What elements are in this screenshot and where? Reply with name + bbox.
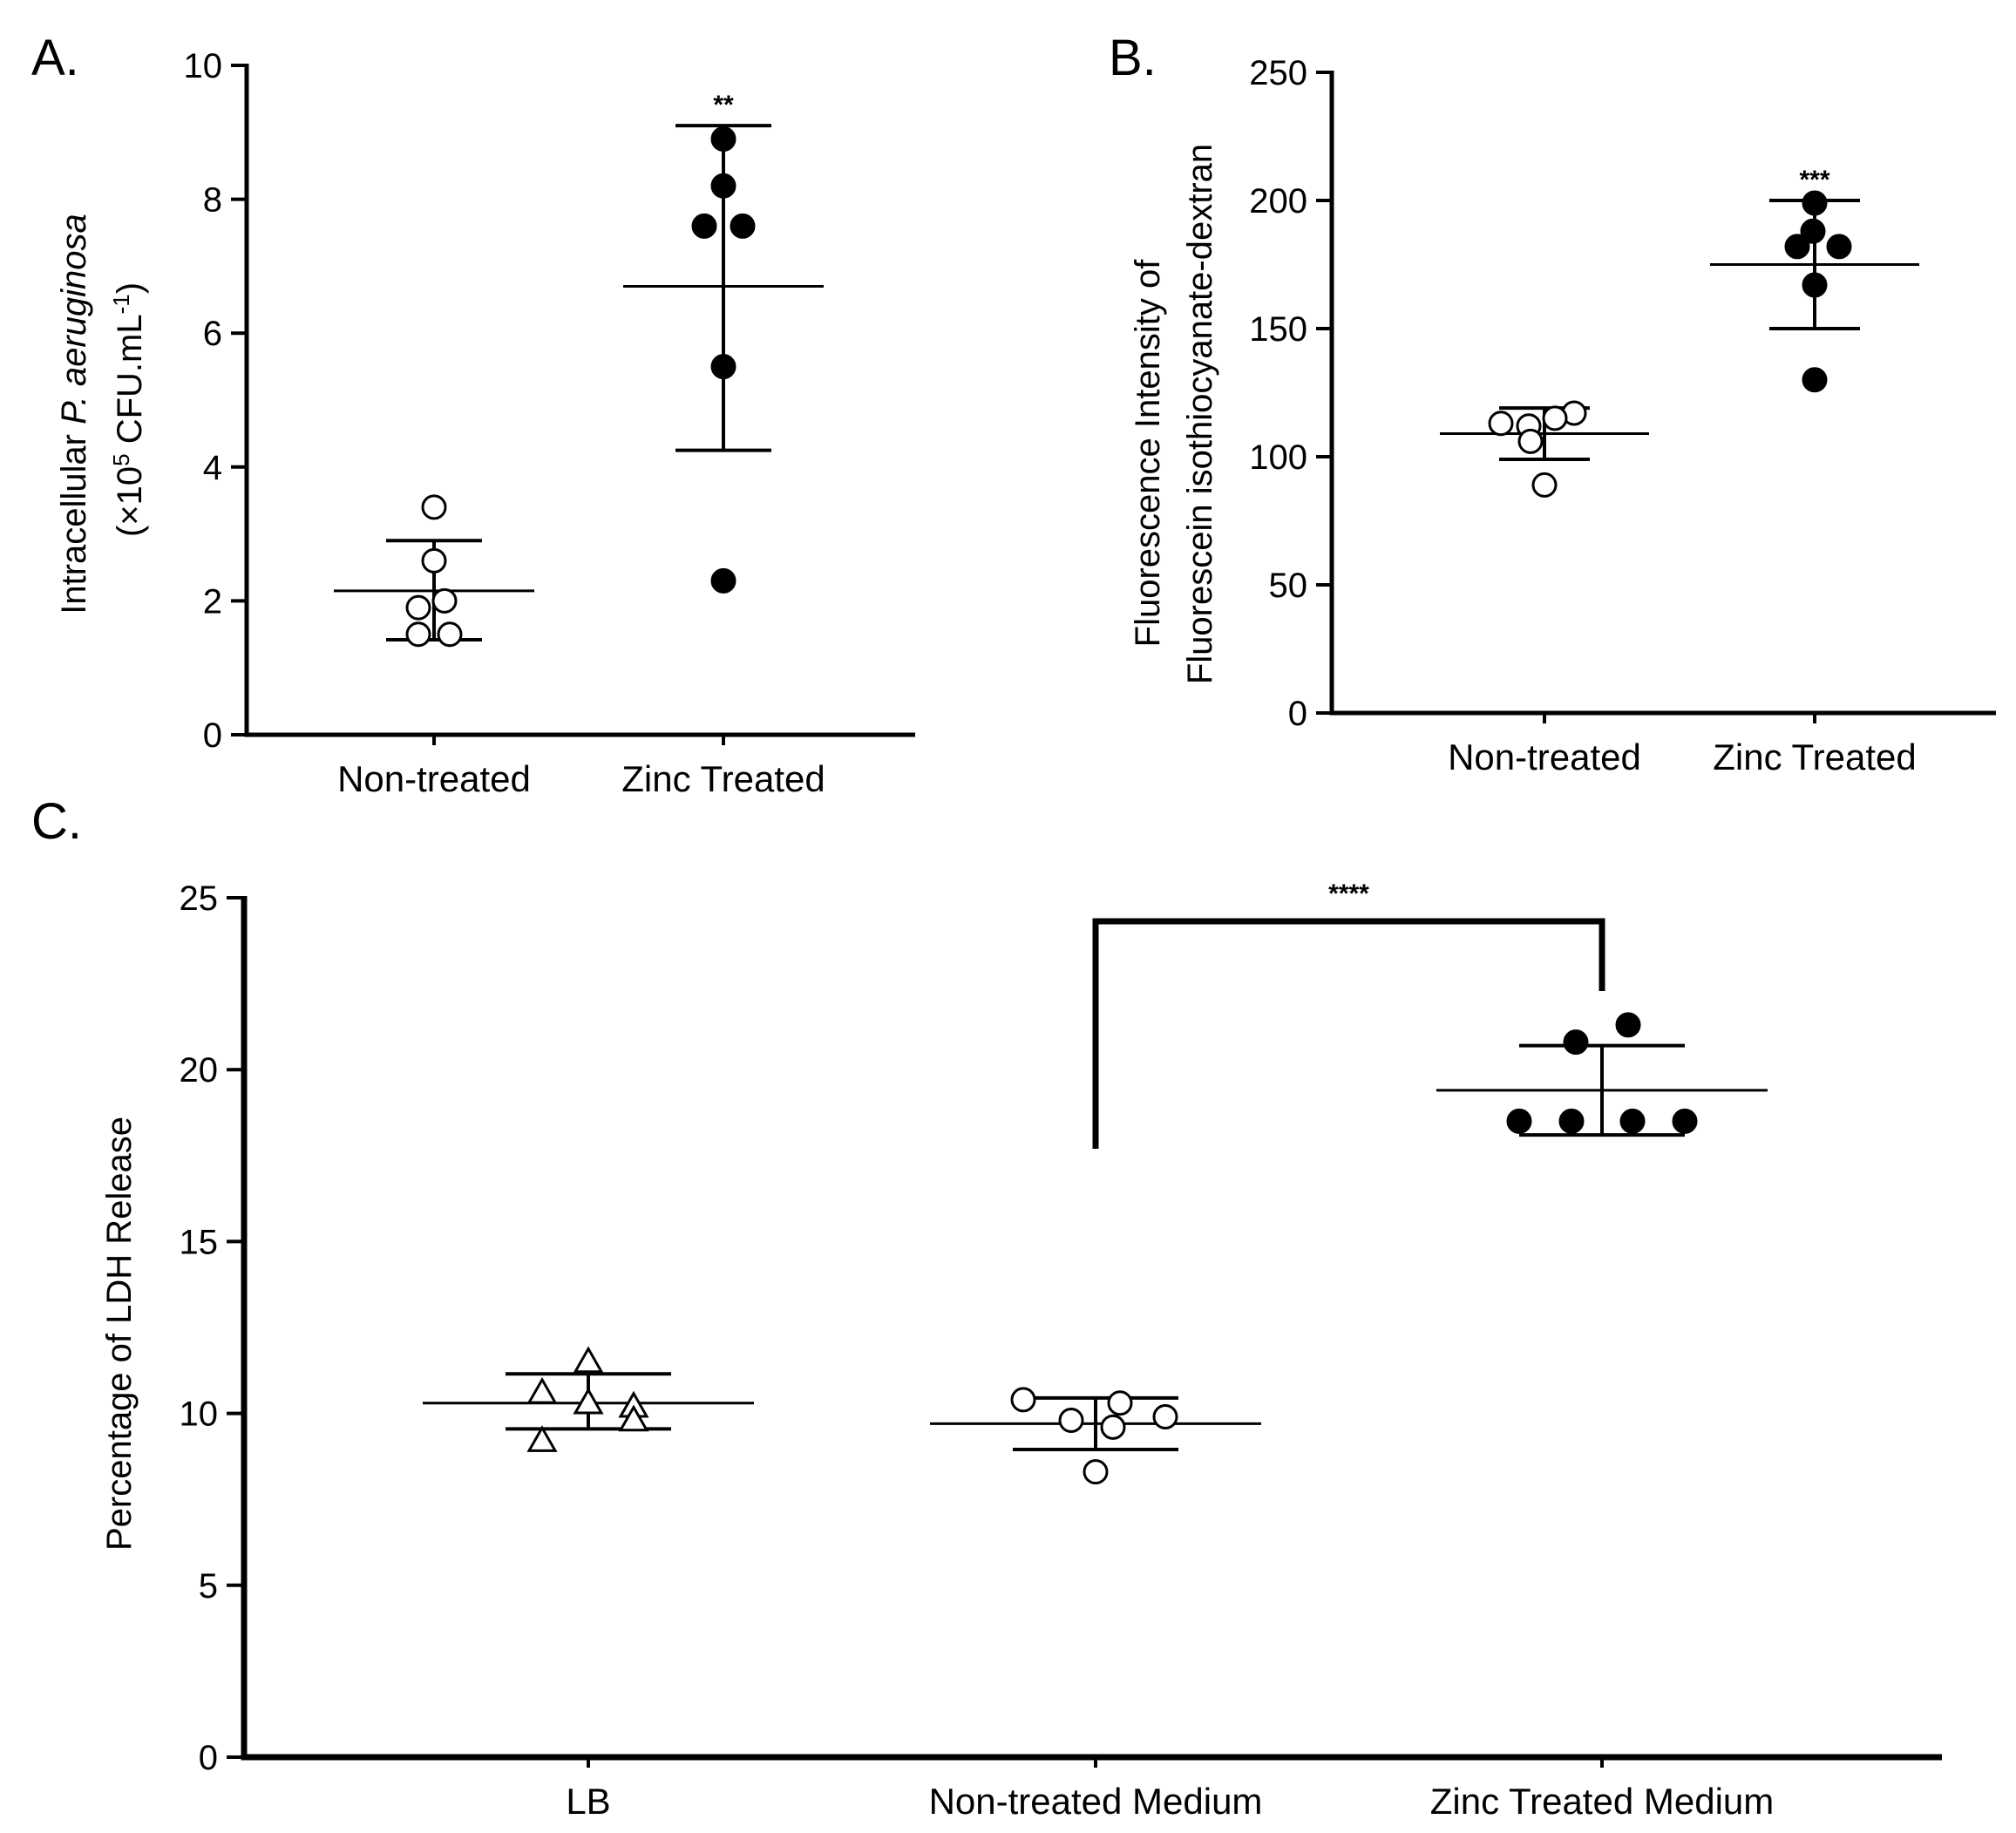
y-tick-label: 8 bbox=[203, 181, 222, 220]
y-tick-label: 10 bbox=[184, 47, 223, 85]
data-point bbox=[1100, 1414, 1126, 1440]
series-zinc-treated bbox=[623, 124, 824, 594]
series-zinc-treated bbox=[1710, 190, 1919, 393]
data-point bbox=[437, 621, 463, 648]
data-point bbox=[710, 567, 736, 594]
series-zinc-treated-medium bbox=[1436, 1012, 1768, 1137]
series-lb bbox=[423, 1346, 754, 1452]
data-point bbox=[1058, 1407, 1084, 1433]
data-point bbox=[526, 1376, 558, 1404]
y-tick-label: 0 bbox=[199, 1739, 218, 1777]
x-tick-label: Non-treated bbox=[337, 758, 531, 799]
y-tick-label: 15 bbox=[180, 1223, 219, 1261]
x-tick-label: Non-treated Medium bbox=[929, 1781, 1263, 1822]
panel-label-a: A. bbox=[31, 30, 79, 86]
data-point bbox=[1802, 190, 1828, 216]
data-point bbox=[1563, 1029, 1589, 1056]
significance-marker: **** bbox=[1328, 879, 1369, 908]
data-point bbox=[573, 1387, 604, 1415]
y-tick-label: 6 bbox=[203, 315, 222, 353]
y-tick-label: 0 bbox=[1288, 695, 1307, 733]
significance-marker: *** bbox=[1799, 166, 1829, 194]
data-point bbox=[730, 213, 756, 239]
data-point bbox=[573, 1346, 604, 1374]
data-point bbox=[421, 494, 447, 520]
data-point bbox=[1531, 472, 1558, 498]
y-tick-label: 200 bbox=[1249, 182, 1307, 221]
data-point bbox=[431, 587, 458, 614]
x-tick-label: Zinc Treated bbox=[1713, 737, 1916, 777]
x-tick-label: Zinc Treated Medium bbox=[1430, 1781, 1775, 1822]
y-axis-label-a-units: (×105 CFU.mL-1) bbox=[108, 282, 149, 537]
y-axis-label-b-line1: Fluorescence Intensity of bbox=[1129, 259, 1167, 648]
data-point bbox=[421, 547, 447, 574]
data-point bbox=[1826, 234, 1852, 260]
significance-marker: ** bbox=[713, 91, 734, 119]
data-point bbox=[405, 594, 431, 621]
data-point bbox=[1488, 411, 1514, 437]
significance-bracket bbox=[1092, 918, 1605, 1149]
y-tick-label: 250 bbox=[1249, 54, 1307, 92]
series-non-treated bbox=[1440, 400, 1649, 498]
y-tick-label: 2 bbox=[203, 582, 222, 621]
data-point bbox=[710, 126, 736, 152]
data-point bbox=[1152, 1404, 1178, 1430]
series-non-treated-medium bbox=[930, 1387, 1261, 1485]
data-point bbox=[618, 1404, 649, 1432]
y-tick-label: 0 bbox=[203, 716, 222, 755]
data-point bbox=[1615, 1012, 1641, 1038]
y-tick-label: 4 bbox=[203, 449, 222, 487]
series-non-treated bbox=[334, 494, 534, 648]
y-tick-label: 150 bbox=[1249, 310, 1307, 349]
y-axis-label-b-line2: Fluorescein isothiocyanate-dextran bbox=[1181, 144, 1219, 684]
y-tick-label: 25 bbox=[180, 879, 219, 918]
data-point bbox=[1517, 428, 1544, 454]
data-point bbox=[1083, 1459, 1109, 1485]
data-point bbox=[1558, 1108, 1585, 1134]
y-tick-label: 100 bbox=[1249, 438, 1307, 477]
data-point bbox=[526, 1425, 558, 1452]
panel-a: A. Intracellular P. aeruginosa (×105 CFU… bbox=[31, 30, 915, 799]
data-point bbox=[1506, 1108, 1532, 1134]
panel-label-c: C. bbox=[31, 793, 82, 850]
y-axis-label-a: Intracellular P. aeruginosa bbox=[55, 214, 93, 614]
data-point bbox=[691, 213, 717, 239]
data-point bbox=[1107, 1390, 1133, 1416]
y-tick-label: 50 bbox=[1269, 567, 1308, 605]
data-point bbox=[1542, 405, 1568, 431]
data-point bbox=[1802, 367, 1828, 393]
x-tick-label: LB bbox=[566, 1781, 610, 1822]
data-point bbox=[1800, 218, 1826, 244]
panel-label-b: B. bbox=[1109, 30, 1157, 86]
data-point bbox=[1010, 1387, 1036, 1413]
data-point bbox=[1802, 272, 1828, 298]
panel-c: C. Percentage of LDH Release 0 5 10 15 20 25 L… bbox=[31, 793, 1942, 1822]
data-point bbox=[710, 173, 736, 199]
data-point bbox=[1784, 234, 1810, 260]
y-tick-label: 10 bbox=[180, 1395, 219, 1434]
data-point bbox=[1672, 1108, 1698, 1134]
data-point bbox=[710, 354, 736, 380]
panel-b: B. Fluorescence Intensity of Fluorescein… bbox=[1109, 30, 1996, 777]
x-tick-label: Non-treated bbox=[1448, 737, 1641, 777]
x-tick-label: Zinc Treated bbox=[621, 758, 825, 799]
y-tick-label: 20 bbox=[180, 1051, 219, 1090]
data-point bbox=[405, 621, 431, 648]
y-axis-label-c: Percentage of LDH Release bbox=[100, 1117, 139, 1551]
y-tick-label: 5 bbox=[199, 1567, 218, 1606]
data-point bbox=[1619, 1108, 1646, 1134]
